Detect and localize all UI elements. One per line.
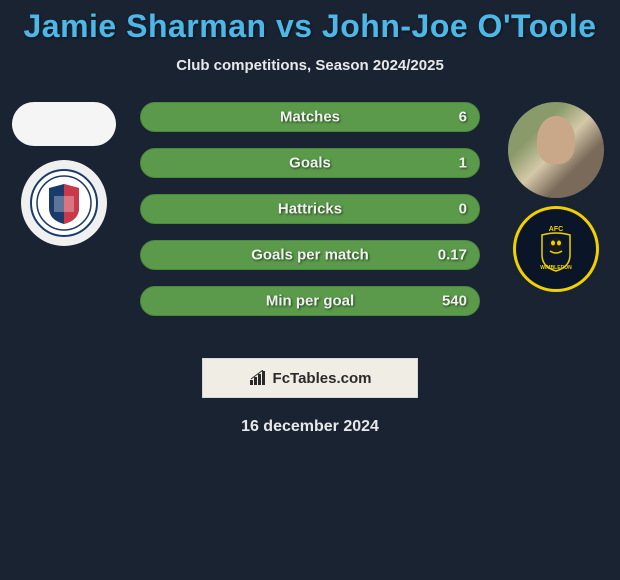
subtitle: Club competitions, Season 2024/2025: [0, 57, 620, 74]
stat-right-value: 540: [442, 293, 467, 310]
stat-label: Min per goal: [266, 293, 354, 310]
stat-right-value: 6: [459, 109, 467, 126]
wimbledon-badge-icon: AFC WIMBLEDON: [528, 221, 584, 277]
stat-bars: Matches 6 Goals 1 Hattricks 0 Goals per …: [140, 102, 480, 332]
chesterfield-badge-icon: [29, 168, 99, 238]
left-club-badge: [21, 160, 107, 246]
stat-right-value: 1: [459, 155, 467, 172]
stat-row-hattricks: Hattricks 0: [140, 194, 480, 224]
stat-row-mpg: Min per goal 540: [140, 286, 480, 316]
left-player-photo: [12, 102, 116, 146]
date-text: 16 december 2024: [0, 418, 620, 436]
left-player-column: [8, 102, 120, 246]
watermark-text: FcTables.com: [273, 370, 372, 387]
stat-label: Goals: [289, 155, 331, 172]
svg-text:AFC: AFC: [549, 226, 563, 233]
stat-label: Hattricks: [278, 201, 342, 218]
stats-area: AFC WIMBLEDON Matches 6 Goals 1 Hattrick…: [0, 102, 620, 342]
right-player-photo: [508, 102, 604, 198]
svg-text:WIMBLEDON: WIMBLEDON: [540, 265, 572, 271]
stat-label: Goals per match: [251, 247, 369, 264]
stat-row-goals: Goals 1: [140, 148, 480, 178]
stat-label: Matches: [280, 109, 340, 126]
stat-right-value: 0: [459, 201, 467, 218]
stat-right-value: 0.17: [438, 247, 467, 264]
right-club-badge: AFC WIMBLEDON: [513, 206, 599, 292]
stat-row-gpm: Goals per match 0.17: [140, 240, 480, 270]
stat-row-matches: Matches 6: [140, 102, 480, 132]
chart-icon: [249, 370, 269, 386]
watermark: FcTables.com: [202, 358, 418, 398]
page-title: Jamie Sharman vs John-Joe O'Toole: [0, 0, 620, 45]
right-player-column: AFC WIMBLEDON: [500, 102, 612, 292]
